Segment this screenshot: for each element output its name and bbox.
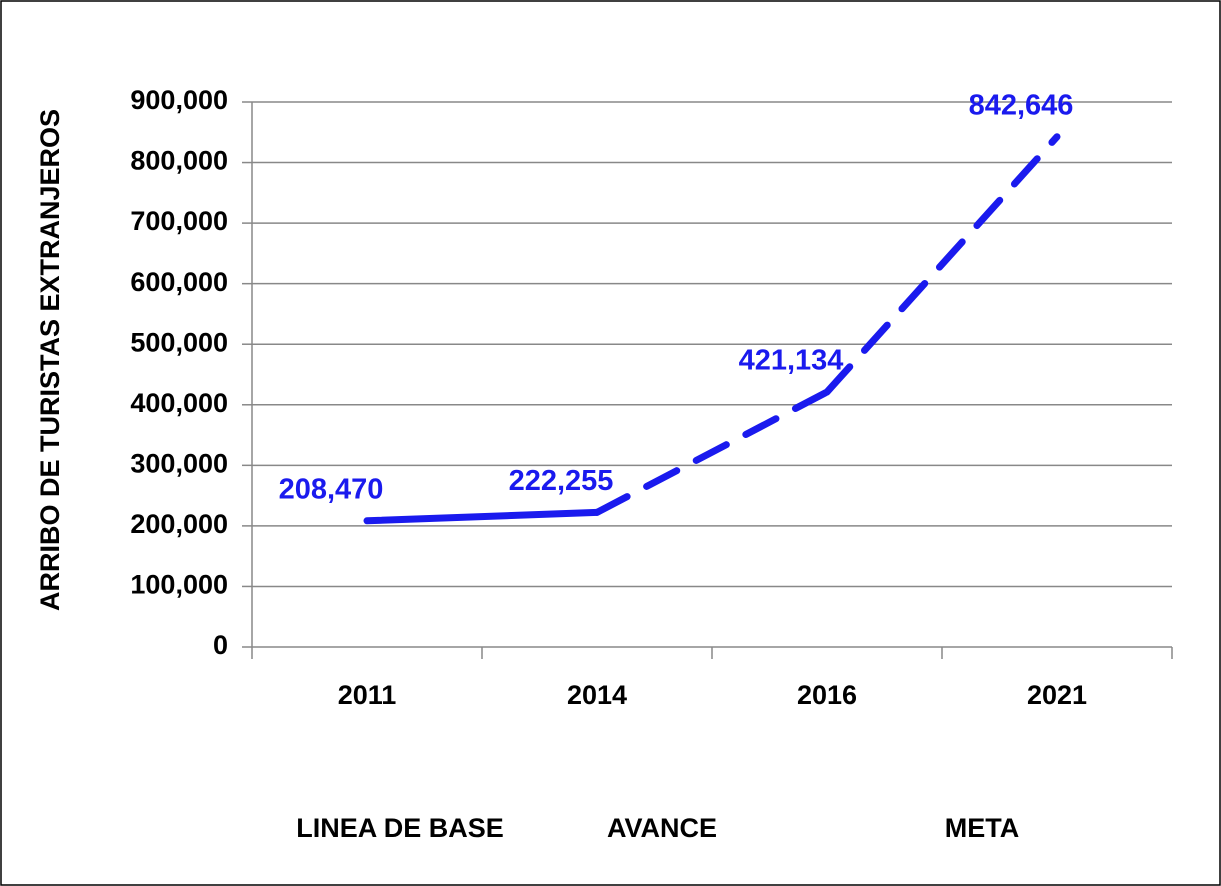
annotation: META xyxy=(945,813,1020,843)
y-tick-label: 600,000 xyxy=(130,267,228,297)
x-tick-label: 2014 xyxy=(567,680,627,710)
line-segment xyxy=(593,388,831,516)
y-tick-label: 300,000 xyxy=(130,448,228,478)
line-segment xyxy=(823,133,1061,396)
y-axis-label: ARRIBO DE TURISTAS EXTRANJEROS xyxy=(35,109,65,611)
y-tick-label: 900,000 xyxy=(130,85,228,115)
y-tick-label: 700,000 xyxy=(130,206,228,236)
x-tick-label: 2016 xyxy=(797,680,857,710)
line-segment xyxy=(363,508,601,525)
data-label: 222,255 xyxy=(509,465,614,497)
y-tick-label: 0 xyxy=(213,630,228,660)
y-tick-label: 500,000 xyxy=(130,327,228,357)
x-tick-label: 2021 xyxy=(1027,680,1087,710)
data-label: 208,470 xyxy=(279,473,384,505)
y-tick-label: 200,000 xyxy=(130,509,228,539)
y-tick-label: 100,000 xyxy=(130,570,228,600)
y-tick-label: 400,000 xyxy=(130,388,228,418)
data-label: 421,134 xyxy=(739,345,844,377)
annotation: AVANCE xyxy=(607,813,717,843)
annotation: LINEA DE BASE xyxy=(296,813,504,843)
data-label: 842,646 xyxy=(969,89,1074,121)
x-tick-label: 2011 xyxy=(338,680,397,710)
y-tick-label: 800,000 xyxy=(130,146,228,176)
